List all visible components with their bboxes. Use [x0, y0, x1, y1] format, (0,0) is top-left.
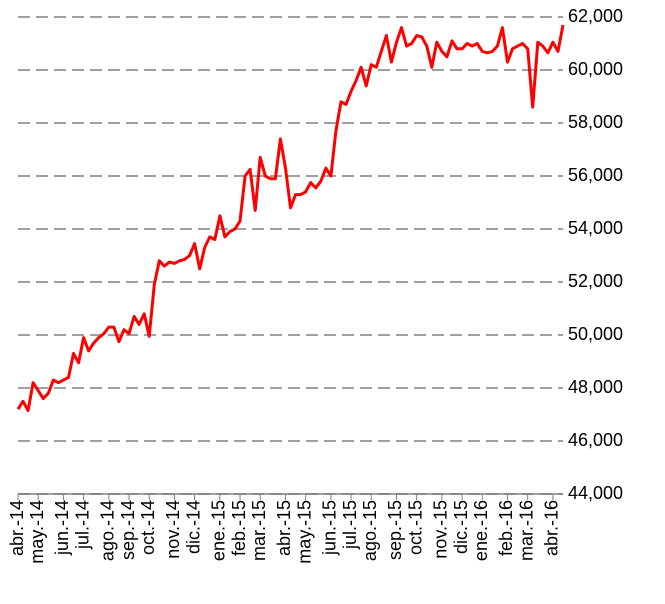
y-tick-label: 54,000 — [568, 218, 623, 238]
y-tick-label: 62,000 — [568, 6, 623, 26]
x-tick-label: abr.-14 — [7, 500, 27, 556]
x-tick-label: feb.-15 — [229, 500, 249, 556]
x-tick-label: ene.-16 — [471, 500, 491, 561]
x-tick-label: oct.-14 — [138, 500, 158, 555]
y-tick-label: 60,000 — [568, 59, 623, 79]
x-tick-label: abr.-15 — [274, 500, 294, 556]
x-tick-label: ago.-15 — [360, 500, 380, 561]
y-tick-label: 48,000 — [568, 377, 623, 397]
y-tick-label: 58,000 — [568, 112, 623, 132]
x-tick-label: sep.-14 — [118, 500, 138, 560]
x-tick-label: sep.-15 — [385, 500, 405, 560]
y-tick-label: 50,000 — [568, 324, 623, 344]
y-tick-label: 44,000 — [568, 483, 623, 503]
x-tick-label: jul.-15 — [340, 500, 360, 550]
x-tick-label: nov.-14 — [163, 500, 183, 559]
x-tick-label: dic.-15 — [451, 500, 471, 554]
x-tick-label: jul.-14 — [72, 500, 92, 550]
x-tick-label: may.-15 — [294, 500, 314, 564]
data-line — [16, 24, 565, 412]
x-tick-label: may.-14 — [27, 500, 47, 564]
x-tick-label: mar.-15 — [249, 500, 269, 561]
x-tick-label: feb.-16 — [496, 500, 516, 556]
x-tick-label: oct.-15 — [405, 500, 425, 555]
y-tick-label: 46,000 — [568, 430, 623, 450]
x-tick-label: mar.-16 — [516, 500, 536, 561]
y-tick-label: 56,000 — [568, 165, 623, 185]
x-tick-label: dic.-14 — [183, 500, 203, 554]
x-tick-label: abr.-16 — [542, 500, 562, 556]
x-tick-label: ene.-15 — [209, 500, 229, 561]
y-tick-label: 52,000 — [568, 271, 623, 291]
x-tick-label: jun.-14 — [52, 500, 72, 556]
x-tick-label: ago.-14 — [98, 500, 118, 561]
x-tick-label: jun.-15 — [320, 500, 340, 556]
x-tick-label: nov.-15 — [431, 500, 451, 559]
